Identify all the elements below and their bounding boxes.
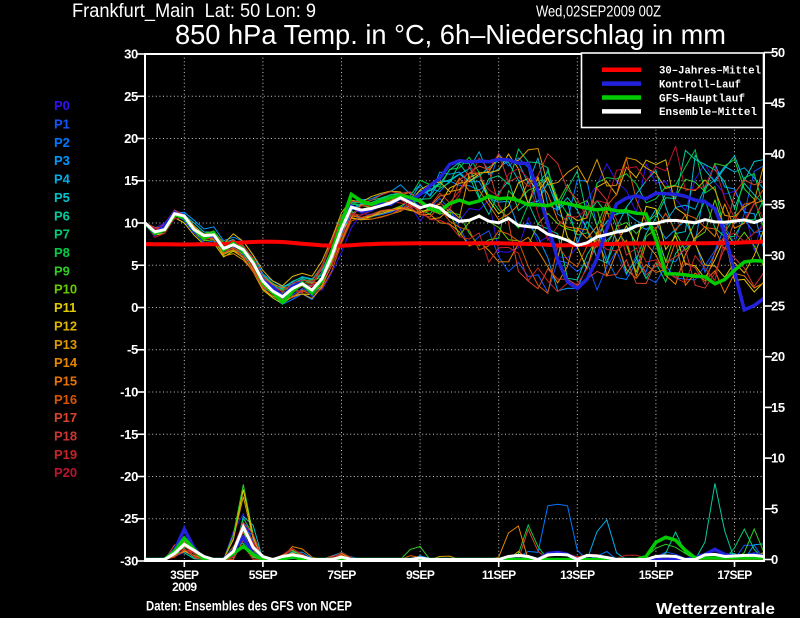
svg-text:P14: P14 — [54, 355, 78, 370]
svg-text:9SEP: 9SEP — [406, 568, 435, 582]
svg-text:P15: P15 — [54, 373, 77, 388]
svg-text:5SEP: 5SEP — [249, 568, 278, 582]
svg-text:GFS–Hauptlauf: GFS–Hauptlauf — [659, 93, 745, 105]
svg-text:40: 40 — [771, 146, 785, 161]
svg-text:Daten: Ensembles des GFS von N: Daten: Ensembles des GFS von NCEP — [146, 598, 352, 614]
svg-text:30: 30 — [124, 47, 138, 62]
svg-text:P10: P10 — [54, 282, 77, 297]
svg-text:30: 30 — [771, 248, 785, 263]
svg-text:0: 0 — [771, 552, 778, 567]
svg-text:15: 15 — [771, 400, 785, 415]
svg-text:17SEP: 17SEP — [717, 568, 752, 582]
svg-text:P16: P16 — [54, 392, 77, 407]
svg-text:P9: P9 — [54, 263, 70, 278]
svg-text:Kontroll–Lauf: Kontroll–Lauf — [659, 79, 741, 91]
svg-text:50: 50 — [771, 45, 785, 60]
svg-text:-15: -15 — [120, 427, 138, 442]
svg-text:P12: P12 — [54, 318, 77, 333]
svg-text:P4: P4 — [54, 172, 71, 187]
svg-text:7SEP: 7SEP — [327, 568, 356, 582]
svg-text:35: 35 — [771, 197, 785, 212]
svg-text:-5: -5 — [127, 342, 138, 357]
svg-text:10: 10 — [124, 216, 138, 231]
svg-text:25: 25 — [124, 89, 138, 104]
svg-text:5: 5 — [131, 258, 138, 273]
svg-text:10: 10 — [771, 451, 785, 466]
svg-text:45: 45 — [771, 96, 785, 111]
svg-text:-30: -30 — [120, 554, 138, 569]
svg-text:P0: P0 — [54, 98, 70, 113]
svg-text:13SEP: 13SEP — [560, 568, 595, 582]
svg-text:P17: P17 — [54, 410, 77, 425]
svg-text:20: 20 — [771, 349, 785, 364]
svg-text:25: 25 — [771, 299, 785, 314]
svg-text:15SEP: 15SEP — [639, 568, 674, 582]
svg-text:11SEP: 11SEP — [482, 568, 516, 582]
svg-text:5: 5 — [771, 501, 778, 516]
svg-text:Ensemble–Mittel: Ensemble–Mittel — [659, 107, 757, 119]
svg-text:P8: P8 — [54, 245, 70, 260]
svg-text:-10: -10 — [120, 385, 138, 400]
svg-text:P2: P2 — [54, 135, 70, 150]
svg-text:850 hPa Temp. in °C, 6h–Nieder: 850 hPa Temp. in °C, 6h–Niederschlag in … — [175, 19, 726, 50]
svg-text:P19: P19 — [54, 447, 77, 462]
svg-text:P5: P5 — [54, 190, 70, 205]
svg-text:30–Jahres–Mittel: 30–Jahres–Mittel — [659, 66, 761, 78]
svg-text:Frankfurt_Main Lat: 50 Lon: 9: Frankfurt_Main Lat: 50 Lon: 9 — [72, 0, 316, 22]
svg-text:P18: P18 — [54, 429, 77, 444]
svg-text:P11: P11 — [54, 300, 76, 315]
svg-text:Wed,02SEP2009 00Z: Wed,02SEP2009 00Z — [536, 4, 661, 21]
svg-text:-25: -25 — [120, 511, 138, 526]
svg-text:2009: 2009 — [172, 580, 197, 594]
svg-text:0: 0 — [131, 300, 138, 315]
svg-text:20: 20 — [124, 131, 138, 146]
svg-text:P13: P13 — [54, 337, 77, 352]
svg-text:P7: P7 — [54, 227, 70, 242]
svg-text:P20: P20 — [54, 465, 77, 480]
svg-text:3SEP: 3SEP — [170, 568, 199, 582]
svg-text:P3: P3 — [54, 153, 70, 168]
svg-text:15: 15 — [124, 173, 138, 188]
svg-text:P1: P1 — [54, 117, 70, 132]
svg-text:P6: P6 — [54, 208, 70, 223]
svg-text:Wetterzentrale: Wetterzentrale — [656, 601, 775, 618]
svg-text:-20: -20 — [120, 469, 138, 484]
